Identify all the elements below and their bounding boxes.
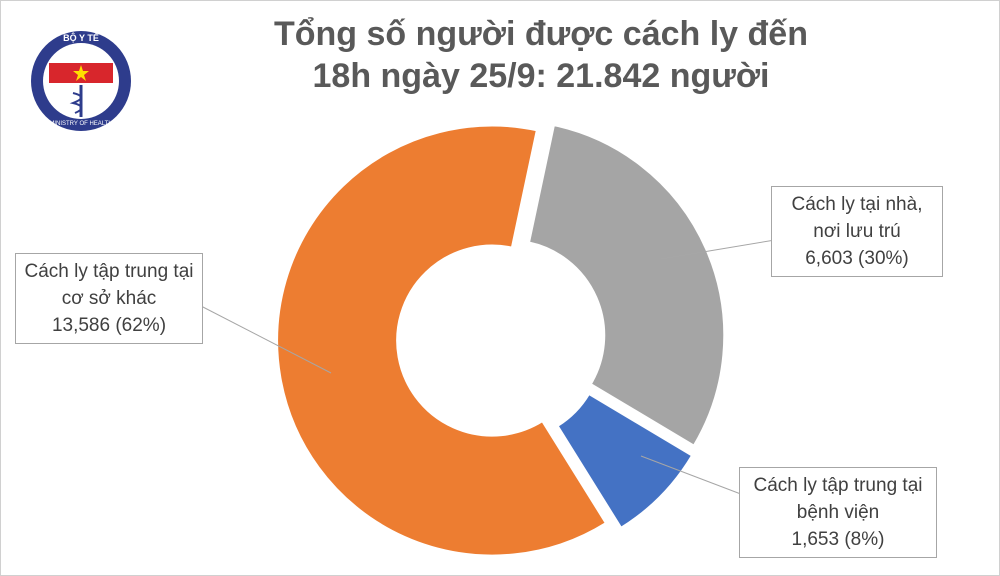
callout: Cách ly tại nhà, nơi lưu trú 6,603 (30%) [771,186,943,277]
category-label: Cách ly tập trung tại cơ sở khác [24,261,194,309]
value-label: 6,603 (30%) [805,248,909,269]
donut-slice [276,124,608,557]
chart-title: Tổng số người được cách ly đến 18h ngày … [274,15,808,95]
leader-line [200,305,332,374]
callout: Cách ly tập trung tại bệnh viện 1,653 (8… [739,467,937,558]
logo-snake [69,92,83,114]
donut-slice [527,123,726,447]
donut-slice [556,392,694,530]
category-label: Cách ly tại nhà, nơi lưu trú [791,194,923,242]
value-label: 1,653 (8%) [791,529,885,550]
leader-line [640,455,747,497]
value-label: 13,586 (62%) [51,315,167,336]
logo-top-text: BỘ Y TẾ [63,32,99,43]
callout: Cách ly tập trung tại cơ sở khác 13,586 … [15,253,203,344]
leader-line [660,238,782,260]
logo-star [73,65,89,81]
logo: BỘ Y TẾ MINISTRY OF HEALTH [31,31,131,131]
category-label: Cách ly tập trung tại bệnh viện [753,475,923,523]
logo-bottom-text: MINISTRY OF HEALTH [49,121,112,127]
